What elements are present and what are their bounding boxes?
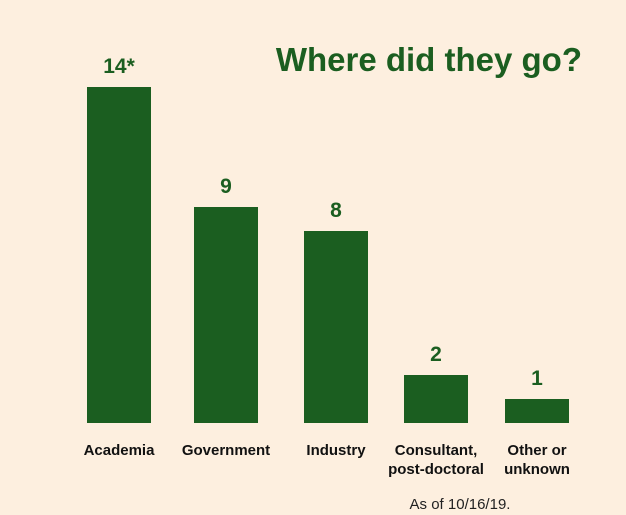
category-label-4-line-1: unknown [504,461,570,478]
category-label-3-line-1: post-doctoral [388,461,484,478]
category-label-4-line-0: Other or [507,442,566,459]
bar-2 [304,231,368,423]
category-label-0: Academia [84,442,156,459]
category-labels-group: Academia Government Industry Consultant, pos… [84,442,570,478]
value-label-4: 1 [531,367,543,390]
bar-0 [87,87,151,423]
bar-3 [404,375,468,423]
value-label-0: 14* [103,55,135,78]
category-label-1: Government [182,442,270,459]
chart-title: Where did they go? [276,41,582,78]
category-label-2: Industry [306,442,366,459]
bar-4 [505,399,569,423]
footnote: As of 10/16/19. [410,496,511,513]
value-label-3: 2 [430,343,442,366]
bar-1 [194,207,258,423]
category-label-3-line-0: Consultant, [395,442,478,459]
bars-group [87,87,569,423]
value-label-1: 9 [220,175,232,198]
value-labels-group: 14* 9 8 2 1 [103,55,543,390]
value-label-2: 8 [330,199,342,222]
